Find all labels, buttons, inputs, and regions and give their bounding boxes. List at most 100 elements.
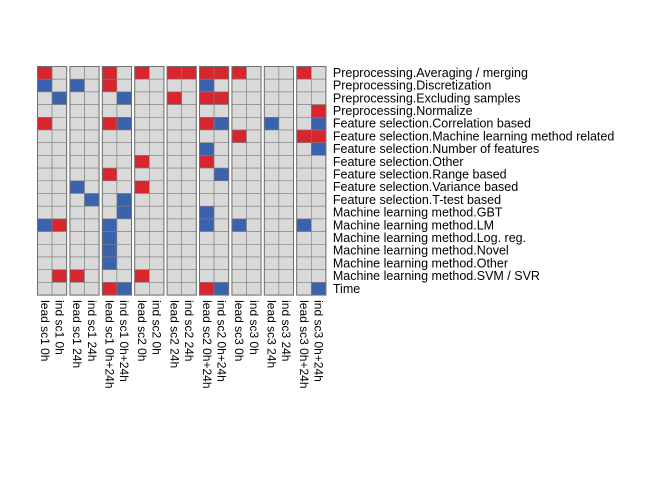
heatmap-cell (231, 180, 247, 194)
heatmap-cell (246, 205, 262, 220)
heatmap-cell (181, 218, 197, 232)
column-label: ind sc1 0h (52, 300, 66, 355)
heatmap-cell (116, 91, 132, 105)
heatmap-cell (84, 256, 100, 270)
heatmap-cell (278, 167, 294, 182)
heatmap-cell (51, 66, 67, 80)
column-label: ind sc3 0h (247, 300, 261, 355)
heatmap-cell (199, 256, 215, 270)
heatmap-cell (278, 218, 294, 232)
heatmap-cell (246, 269, 262, 283)
column-label: ind sc3 0h+24h (312, 300, 326, 382)
heatmap-cell (84, 218, 100, 232)
heatmap-cell (310, 91, 327, 105)
heatmap-cell (166, 231, 183, 245)
heatmap-cell (231, 244, 247, 258)
row-label: Feature selection.Other (333, 155, 464, 169)
heatmap-cell (102, 129, 118, 143)
heatmap-cell (310, 129, 327, 143)
heatmap-cell (134, 167, 150, 182)
heatmap-cell (51, 104, 67, 118)
group-frame (199, 66, 230, 296)
heatmap-cell (149, 205, 165, 220)
heatmap-cell (263, 205, 280, 220)
heatmap-cell (263, 282, 280, 296)
row-label: Machine learning method.Novel (333, 244, 509, 258)
heatmap-cell (116, 78, 132, 93)
heatmap-cell (278, 180, 294, 194)
row-label: Machine learning method.Other (333, 256, 508, 270)
heatmap-cell (84, 193, 100, 207)
heatmap-cell (246, 142, 262, 156)
heatmap-cell (263, 91, 280, 105)
heatmap-cell (51, 244, 67, 258)
column-labels: lead sc1 0h ind sc1 0h lead sc1 24h ind sc1… (38, 300, 326, 388)
heatmap-cell (84, 78, 100, 93)
heatmap-cell (134, 180, 150, 194)
heatmap-cell (213, 269, 230, 283)
heatmap-cell (263, 155, 280, 169)
heatmap-cell (102, 180, 118, 194)
heatmap-cell (51, 269, 67, 283)
heatmap-cell (296, 104, 312, 118)
heatmap-cell (149, 78, 165, 93)
heatmap-cell (263, 231, 280, 245)
group-frame (101, 66, 133, 296)
heatmap-cell (246, 155, 262, 169)
heatmap-cell (278, 78, 294, 93)
heatmap-cell (181, 142, 197, 156)
row-label: Feature selection.Correlation based (333, 117, 531, 131)
heatmap-cell (116, 269, 132, 283)
heatmap-cell (116, 244, 132, 258)
heatmap-cell (199, 66, 215, 80)
column-label: ind sc1 0h+24h (117, 300, 131, 382)
heatmap-cell (51, 218, 67, 232)
row-label: Preprocessing.Excluding samples (333, 91, 521, 105)
heatmap-cell (199, 244, 215, 258)
heatmap-cell (296, 269, 312, 283)
heatmap-cell (102, 142, 118, 156)
heatmap-cell (296, 231, 312, 245)
heatmap-cell (278, 269, 294, 283)
heatmap-cell (246, 282, 262, 296)
heatmap-cell (246, 231, 262, 245)
heatmap-cell (134, 129, 150, 143)
heatmap-cell (310, 205, 327, 220)
column-label: ind sc3 24h (279, 300, 293, 361)
heatmap-cell (263, 78, 280, 93)
heatmap-cell (310, 282, 327, 296)
heatmap-cell (166, 104, 183, 118)
heatmap-cell (149, 167, 165, 182)
heatmap-cell (116, 193, 132, 207)
heatmap-cell (199, 218, 215, 232)
heatmap-cell (263, 269, 280, 283)
heatmap-cell (166, 155, 183, 169)
row-label: Preprocessing.Normalize (333, 104, 473, 118)
heatmap-cell (166, 256, 183, 270)
heatmap-cell (246, 78, 262, 93)
heatmap-cell (116, 256, 132, 270)
heatmap-cell (102, 282, 118, 296)
row-label: Machine learning method.Log. reg. (333, 231, 526, 245)
heatmap-cell (134, 269, 150, 283)
heatmap-cell (310, 142, 327, 156)
heatmap-cell (310, 180, 327, 194)
heatmap-cell (213, 193, 230, 207)
column-label: ind sc1 24h (85, 300, 99, 361)
heatmap-cell (84, 282, 100, 296)
group-frames (37, 66, 327, 296)
heatmap-cell (246, 91, 262, 105)
heatmap-cell (310, 193, 327, 207)
heatmap-cell (199, 91, 215, 105)
heatmap-cell (213, 142, 230, 156)
heatmap-cell (181, 269, 197, 283)
heatmap-cell (263, 218, 280, 232)
heatmap-cell (69, 129, 85, 143)
heatmap-cell (37, 244, 53, 258)
heatmap-cell (166, 117, 183, 131)
heatmap-cell (69, 78, 85, 93)
heatmap-cell (263, 104, 280, 118)
heatmap-cell (181, 155, 197, 169)
heatmap-cell (69, 91, 85, 105)
